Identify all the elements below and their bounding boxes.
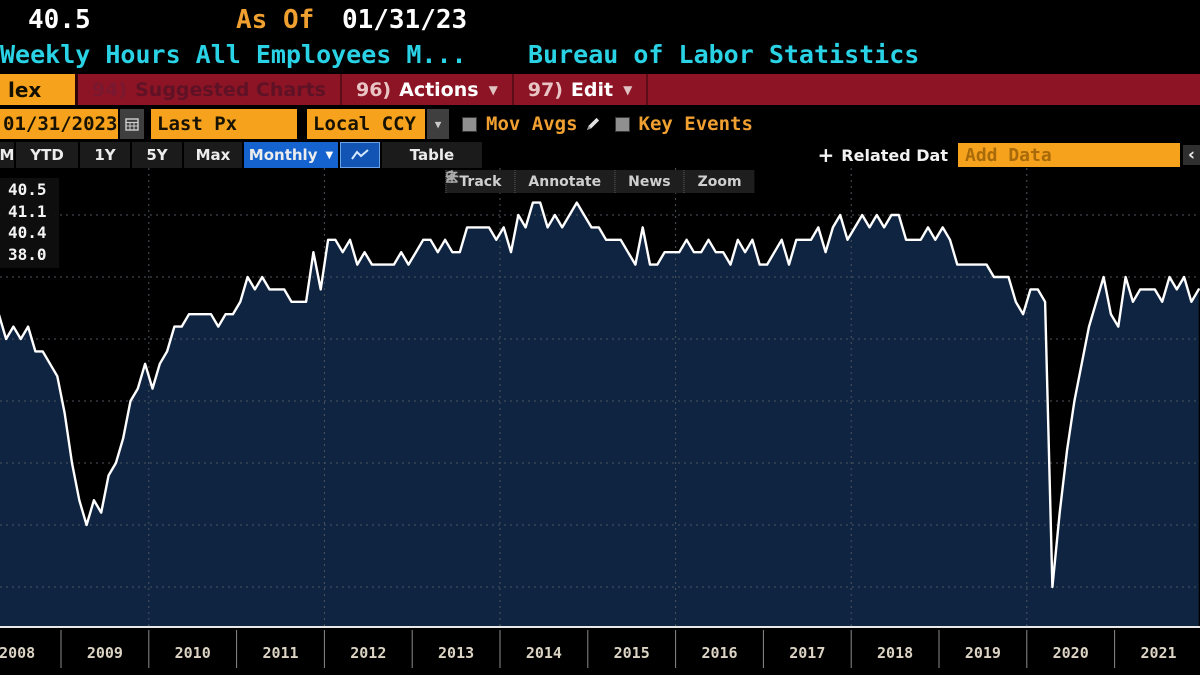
range-tab-1y[interactable]: 1Y: [80, 142, 130, 168]
related-data-cluster: + Related Dat ‹: [818, 142, 1200, 168]
date-input[interactable]: 01/31/2023: [0, 109, 118, 139]
x-axis-label: 2021: [1140, 644, 1176, 662]
as-of-date: 01/31/23: [341, 5, 468, 35]
last-price-value: 40.5: [28, 5, 91, 35]
related-data-button[interactable]: Related Dat: [841, 145, 948, 165]
table-tab[interactable]: Table: [382, 142, 482, 168]
zoom-button[interactable]: Zoom: [446, 170, 755, 193]
x-axis-label: 2020: [1053, 644, 1089, 662]
as-of-label: As Of: [236, 5, 315, 35]
chart-line: [0, 201, 1200, 589]
price-legend: 40.5 41.1 40.4 38.0: [0, 178, 59, 268]
calendar-button[interactable]: [120, 109, 144, 139]
x-axis-label: 2014: [526, 644, 562, 662]
x-axis-label: 2015: [614, 644, 650, 662]
x-axis-label: 2008: [0, 644, 35, 662]
currency-dropdown-button[interactable]: ▼: [427, 109, 449, 139]
price-type-select[interactable]: Last Px: [151, 109, 297, 139]
range-tab-m[interactable]: M: [0, 142, 14, 168]
function-ribbon: lex 94) Suggested Charts 96) Actions ▼ 9…: [0, 74, 1200, 105]
key-events-label[interactable]: Key Events: [638, 113, 753, 135]
key-events-checkbox[interactable]: [614, 116, 630, 132]
range-toolbar: M YTD 1Y 5Y Max Monthly ▼ Table + Relate…: [0, 142, 1200, 168]
chevron-down-icon: ▼: [325, 149, 334, 161]
news-button[interactable]: News: [446, 170, 683, 193]
chart-area[interactable]: 2008 2009 2010 2011 2012 2013 2014 2015 2016 2017…: [0, 168, 1200, 675]
pencil-icon: [586, 117, 599, 130]
chart-tools-bar: Track Annotate News: [445, 170, 755, 193]
suggested-charts-button[interactable]: 94) Suggested Charts: [78, 74, 342, 105]
x-axis-label: 2013: [438, 644, 474, 662]
legend-high-value: 41.1: [8, 201, 47, 221]
x-axis-label: 2009: [87, 644, 123, 662]
x-axis-label: 2012: [350, 644, 386, 662]
calendar-icon: [125, 118, 139, 131]
edit-mov-avgs-button[interactable]: [585, 116, 602, 132]
magnifier-icon: [446, 170, 458, 183]
line-chart-icon: [351, 149, 369, 160]
title-row: Weekly Hours All Employees M... Bureau o…: [0, 38, 1200, 72]
index-button[interactable]: lex: [0, 74, 78, 105]
range-tab-max[interactable]: Max: [184, 142, 242, 168]
legend-average-value: 40.4: [8, 223, 47, 242]
data-source: Bureau of Labor Statistics: [528, 40, 920, 69]
x-axis-label: 2010: [175, 644, 211, 662]
as-of: As Of 01/31/23: [236, 5, 467, 35]
x-axis-label: 2018: [877, 644, 913, 662]
header-row: 40.5 As Of 01/31/23: [0, 0, 1200, 40]
x-axis-label: 2016: [701, 644, 737, 662]
add-data-input[interactable]: [958, 143, 1180, 167]
range-tab-ytd[interactable]: YTD: [16, 142, 78, 168]
chevron-down-icon: ▼: [488, 82, 498, 97]
legend-low-value: 38.0: [8, 244, 47, 264]
chevron-left-icon: ‹: [1187, 145, 1195, 165]
security-title: Weekly Hours All Employees M...: [0, 40, 467, 69]
range-tab-5y[interactable]: 5Y: [132, 142, 182, 168]
annotate-button[interactable]: Annotate: [445, 170, 614, 193]
chevron-down-icon: ▼: [434, 117, 442, 131]
chart-controls-row: 01/31/2023 Last Px Local CCY ▼ Mov Avgs: [0, 106, 1200, 142]
mov-avgs-label[interactable]: Mov Avgs: [486, 113, 578, 135]
x-axis-label: 2011: [262, 644, 298, 662]
actions-menu-button[interactable]: 96) Actions ▼: [342, 74, 514, 105]
x-axis-label: 2019: [965, 644, 1001, 662]
mov-avgs-checkbox[interactable]: [462, 116, 477, 132]
chart-area-fill: [0, 202, 1199, 627]
currency-select[interactable]: Local CCY: [307, 109, 425, 139]
plus-icon: +: [817, 143, 835, 167]
chart-type-button[interactable]: [340, 142, 380, 168]
edit-menu-button[interactable]: 97) Edit ▼: [514, 74, 649, 105]
collapse-panel-button[interactable]: ‹: [1183, 145, 1200, 165]
chevron-down-icon: ▼: [623, 82, 633, 97]
x-axis-label: 2017: [789, 644, 825, 662]
chart-svg: 2008 2009 2010 2011 2012 2013 2014 2015 2016 2017…: [0, 168, 1200, 668]
legend-last-value: 40.5: [8, 180, 47, 199]
period-selector[interactable]: Monthly ▼: [244, 142, 338, 168]
